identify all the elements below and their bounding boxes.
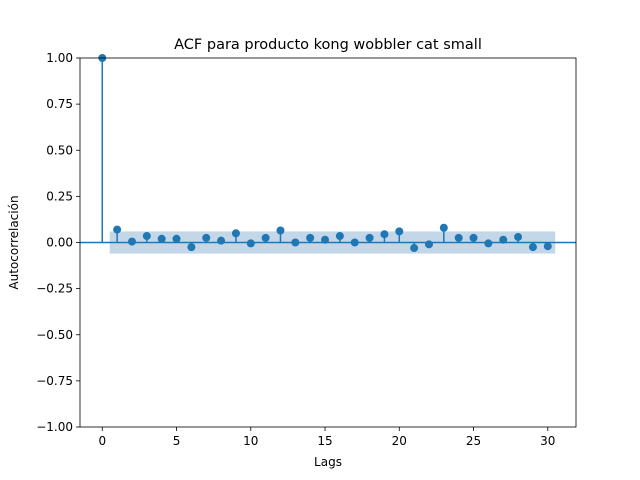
marker-lag-5 — [172, 234, 181, 243]
y-tick-label: −1.00 — [36, 420, 73, 434]
marker-lag-16 — [335, 232, 344, 241]
marker-lag-18 — [365, 233, 374, 242]
chart-title: ACF para producto kong wobbler cat small — [174, 37, 482, 53]
y-axis-ticks: 1.00 0.75 0.50 0.25 0.00 −0.25 −0.50 −0.75 −1.00 — [36, 51, 80, 434]
y-tick-label: −0.50 — [36, 328, 73, 342]
marker-lag-1 — [113, 225, 122, 234]
y-tick-label: 1.00 — [46, 51, 73, 65]
marker-lag-28 — [514, 232, 523, 241]
marker-lag-14 — [306, 233, 315, 242]
y-tick-label: 0.75 — [46, 97, 73, 111]
marker-lag-27 — [499, 235, 508, 244]
marker-lag-19 — [380, 230, 389, 239]
marker-lag-2 — [127, 237, 136, 246]
y-tick-label: 0.50 — [46, 143, 73, 157]
x-tick-label: 0 — [98, 434, 106, 448]
x-tick-label: 20 — [392, 434, 407, 448]
marker-lag-17 — [350, 238, 359, 247]
marker-lag-3 — [142, 232, 151, 241]
marker-lag-4 — [157, 234, 166, 243]
y-tick-label: 0.25 — [46, 189, 73, 203]
marker-lag-13 — [291, 238, 300, 247]
marker-lag-20 — [395, 227, 404, 236]
marker-lag-9 — [231, 229, 240, 238]
x-tick-label: 5 — [173, 434, 181, 448]
marker-lag-8 — [217, 236, 226, 245]
x-tick-label: 10 — [243, 434, 258, 448]
x-tick-label: 30 — [540, 434, 555, 448]
marker-lag-21 — [410, 244, 419, 253]
marker-lag-25 — [469, 233, 478, 242]
x-tick-label: 25 — [466, 434, 481, 448]
marker-lag-22 — [424, 240, 433, 249]
y-tick-label: 0.00 — [46, 236, 73, 250]
x-tick-label: 15 — [317, 434, 332, 448]
marker-lag-12 — [276, 226, 285, 235]
marker-lag-6 — [187, 243, 196, 252]
marker-lag-24 — [454, 233, 463, 242]
marker-lag-29 — [528, 243, 537, 252]
marker-lag-10 — [246, 239, 255, 248]
x-axis-label: Lags — [314, 455, 342, 469]
marker-lag-15 — [321, 235, 330, 244]
x-axis-ticks: 0 5 10 15 20 25 30 — [98, 427, 555, 448]
marker-lag-23 — [439, 223, 448, 232]
marker-lag-26 — [484, 239, 493, 248]
marker-lag-11 — [261, 233, 270, 242]
y-tick-label: −0.25 — [36, 282, 73, 296]
marker-lag-30 — [543, 242, 552, 251]
marker-lag-7 — [202, 233, 211, 242]
marker-layer — [98, 54, 552, 253]
y-tick-label: −0.75 — [36, 374, 73, 388]
y-axis-label: Autocorrelación — [7, 195, 21, 289]
